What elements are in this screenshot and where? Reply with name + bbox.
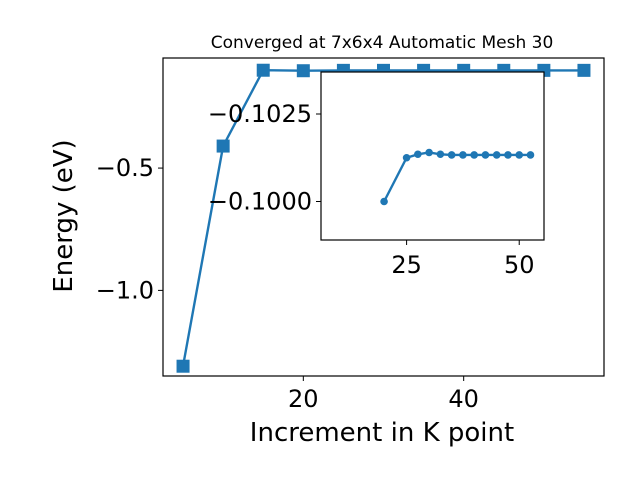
inset-y-tick-label: −0.1000	[208, 188, 312, 216]
inset-data-point	[504, 151, 512, 159]
inset-data-point	[380, 197, 388, 206]
inset-y-tick-label: −0.1025	[208, 100, 312, 128]
main-x-tick-label: 20	[288, 385, 319, 413]
main-x-tick-label: 40	[448, 385, 479, 413]
main-data-point	[577, 63, 591, 77]
inset-data-point	[470, 151, 478, 159]
inset-data-point	[515, 151, 524, 159]
inset-data-point	[481, 151, 490, 159]
inset-data-point	[459, 151, 467, 159]
inset-plot: 25 50 −0.1025 −0.1000	[208, 71, 545, 279]
main-data-point	[176, 359, 190, 373]
main-y-tick-label: −1.0	[96, 276, 154, 304]
main-y-tick-label: −0.5	[96, 154, 154, 182]
inset-data-point	[447, 151, 456, 159]
inset-data-point	[436, 150, 445, 159]
inset-data-point	[425, 148, 433, 157]
main-data-point	[256, 63, 270, 77]
main-data-point	[216, 139, 230, 153]
main-data-point	[296, 64, 310, 78]
inset-x-tick-label: 25	[391, 251, 422, 279]
y-axis-label: Energy (eV)	[49, 139, 79, 292]
inset-data-point	[402, 153, 411, 162]
x-axis-label: Increment in K point	[250, 418, 514, 448]
inset-data-point	[492, 151, 501, 159]
inset-data-point	[526, 151, 535, 159]
inset-x-tick-label: 50	[504, 251, 535, 279]
inset-data-point	[414, 150, 422, 159]
chart-title: Converged at 7x6x4 Automatic Mesh 30	[211, 33, 554, 53]
